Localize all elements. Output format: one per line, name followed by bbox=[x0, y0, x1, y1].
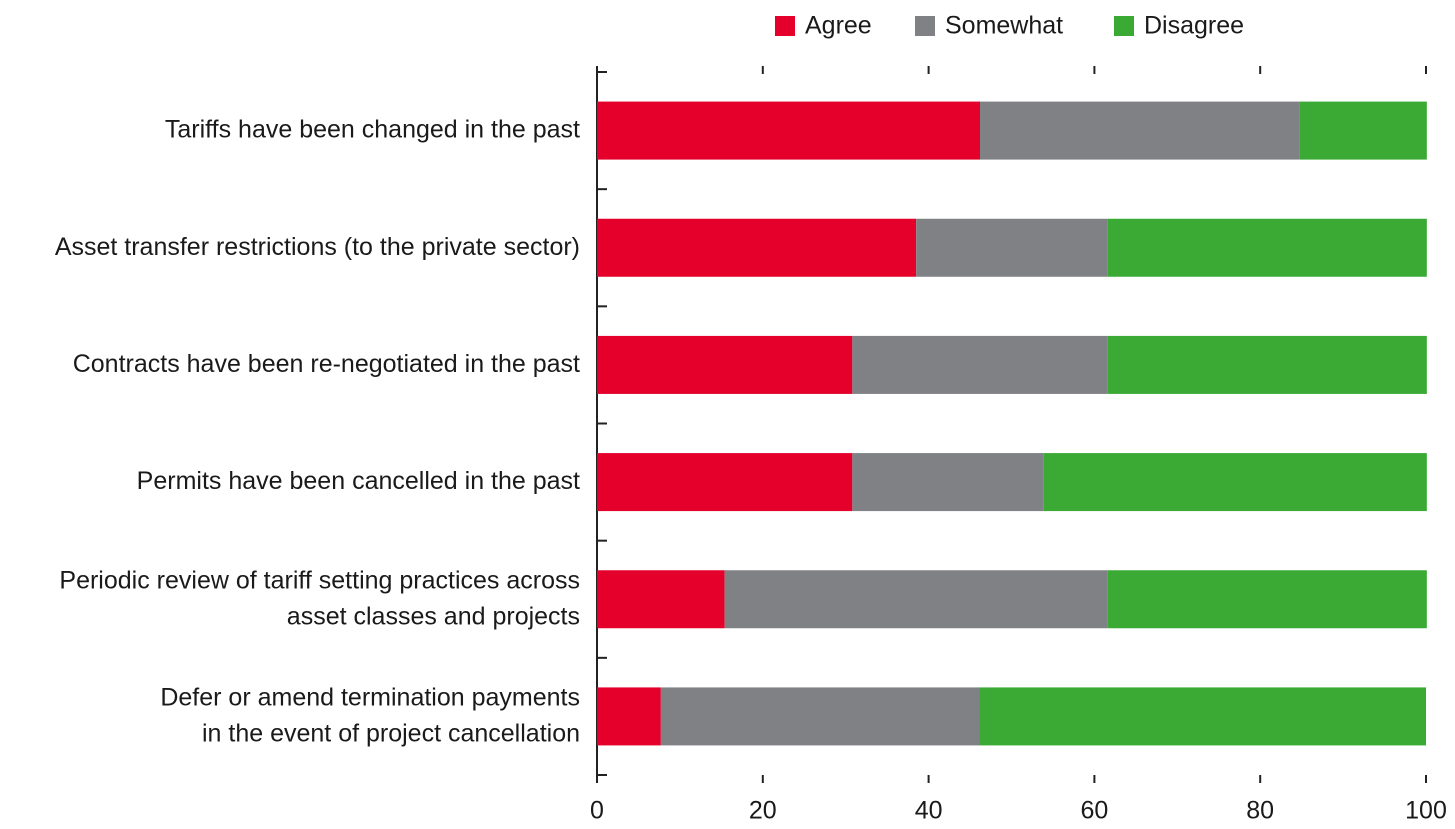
bar-segment bbox=[1107, 335, 1427, 394]
category-label-line: in the event of project cancellation bbox=[202, 719, 580, 747]
x-tick-label: 80 bbox=[1246, 797, 1274, 825]
bar-segment bbox=[597, 453, 853, 512]
x-tick-label: 0 bbox=[590, 797, 604, 825]
bar-segment bbox=[1299, 101, 1427, 160]
category-label-line: Contracts have been re-negotiated in the… bbox=[73, 350, 580, 378]
category-label-line: Periodic review of tariff setting practi… bbox=[59, 566, 580, 594]
category-label-line: asset classes and projects bbox=[287, 602, 580, 630]
bar-segment bbox=[597, 101, 980, 160]
bar-segment bbox=[597, 570, 725, 629]
bar-segment bbox=[979, 101, 1300, 160]
category-label-line: Tariffs have been changed in the past bbox=[165, 115, 580, 143]
bar-segment bbox=[852, 453, 1044, 512]
bar-segment bbox=[1043, 453, 1427, 512]
legend-label: Disagree bbox=[1144, 12, 1244, 40]
x-tick-label: 60 bbox=[1080, 797, 1108, 825]
category-label: Contracts have been re-negotiated in the… bbox=[73, 350, 580, 378]
legend-label: Agree bbox=[805, 12, 872, 40]
legend-label: Somewhat bbox=[945, 12, 1063, 40]
bar-segment bbox=[1107, 570, 1427, 629]
category-label: Periodic review of tariff setting practi… bbox=[59, 566, 580, 630]
bar-segment bbox=[660, 687, 980, 746]
bar-segment bbox=[1107, 218, 1427, 277]
category-label-line: Asset transfer restrictions (to the priv… bbox=[55, 232, 580, 260]
bar-segment bbox=[597, 218, 917, 277]
bar-segment bbox=[979, 687, 1426, 746]
category-label-line: Permits have been cancelled in the past bbox=[137, 467, 580, 495]
bar-segment bbox=[597, 335, 853, 394]
x-tick-label: 40 bbox=[915, 797, 943, 825]
bar-segment bbox=[724, 570, 1108, 629]
x-tick-label: 20 bbox=[749, 797, 777, 825]
category-label-line: Defer or amend termination payments bbox=[160, 683, 580, 711]
category-label: Asset transfer restrictions (to the priv… bbox=[55, 232, 580, 260]
x-tick-label: 100 bbox=[1405, 797, 1447, 825]
bar-segment bbox=[916, 218, 1108, 277]
category-label: Tariffs have been changed in the past bbox=[165, 115, 580, 143]
legend-swatch bbox=[775, 16, 795, 36]
bar-segment bbox=[852, 335, 1108, 394]
category-label: Defer or amend termination payments in th… bbox=[160, 683, 580, 747]
bar-segment bbox=[597, 687, 661, 746]
legend-swatch bbox=[1114, 16, 1134, 36]
legend-swatch bbox=[915, 16, 935, 36]
category-label: Permits have been cancelled in the past bbox=[137, 467, 580, 495]
